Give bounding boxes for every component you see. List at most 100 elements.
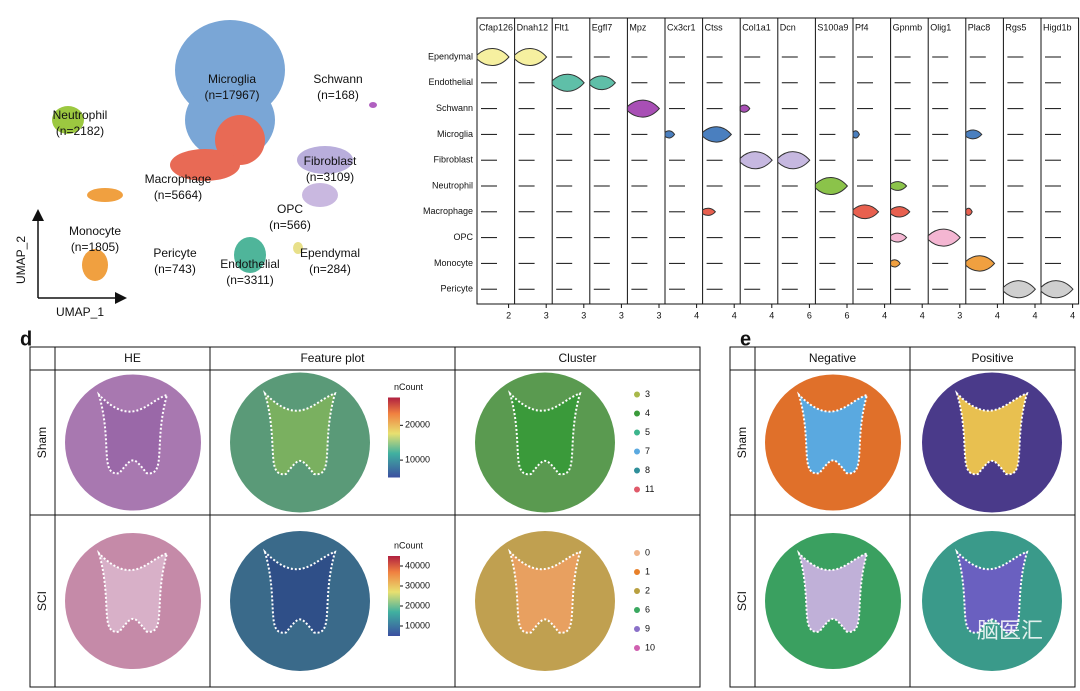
- tick-label: 6: [807, 310, 812, 320]
- violin: [589, 75, 617, 91]
- row-title: Sham: [35, 427, 49, 458]
- tick-label: 4: [1070, 310, 1075, 320]
- cluster-name: Pericyte: [153, 246, 197, 260]
- legend-dot: [634, 626, 640, 632]
- tick-label: 3: [656, 310, 661, 320]
- gene-label: Flt1: [554, 22, 569, 32]
- legend-label: 8: [645, 465, 650, 475]
- tick-label: 3: [581, 310, 586, 320]
- violin: [852, 204, 880, 220]
- gene-label: Gpnmb: [893, 22, 923, 32]
- tick-label: 4: [769, 310, 774, 320]
- tick-label: 40000: [405, 560, 430, 570]
- tick-label: 20000: [405, 600, 430, 610]
- tick-label: 4: [732, 310, 737, 320]
- tick-label: 4: [920, 310, 925, 320]
- row-title: Sham: [735, 427, 749, 458]
- legend-title: nCount: [394, 382, 424, 392]
- legend-dot: [634, 588, 640, 594]
- violin: [965, 207, 973, 216]
- cluster-count: (n=168): [317, 88, 359, 102]
- gene-label: Ctss: [705, 22, 724, 32]
- cell-type-label: Fibroblast: [433, 155, 473, 165]
- violin: [551, 73, 585, 92]
- cluster-count: (n=3311): [226, 273, 273, 287]
- cluster-name: Macrophage: [145, 172, 212, 186]
- gene-label: Dcn: [780, 22, 796, 32]
- violin: [927, 228, 961, 247]
- violin: [626, 99, 661, 118]
- cluster-name: Fibroblast: [304, 154, 357, 168]
- colorbar: [388, 397, 400, 478]
- gene-label: Pf4: [855, 22, 869, 32]
- violin: [890, 181, 908, 191]
- tissue-core: [507, 548, 582, 634]
- panel-letter: e: [740, 328, 751, 350]
- tick-label: 20000: [405, 420, 430, 430]
- tick-label: 4: [995, 310, 1000, 320]
- tissue-core: [262, 548, 337, 634]
- legend-dot: [634, 607, 640, 613]
- legend-dot: [634, 467, 640, 474]
- umap-x: UMAP_1: [56, 305, 104, 319]
- violin: [890, 232, 908, 243]
- cluster-count: (n=3109): [306, 170, 354, 184]
- gene-label: Cx3cr1: [667, 22, 696, 32]
- colorbar: [388, 556, 400, 636]
- legend-label: 11: [645, 484, 654, 494]
- cell-type-label: Endothelial: [428, 77, 473, 87]
- row-title: SCI: [35, 591, 49, 611]
- tick-label: 10000: [405, 620, 430, 630]
- panel-frame: [29, 346, 701, 688]
- cell-type-label: Neutrophil: [432, 180, 473, 190]
- cluster-count: (n=2182): [56, 124, 104, 138]
- cluster-name: Microglia: [208, 72, 256, 86]
- violin: [814, 177, 849, 195]
- umap-y: UMAP_2: [14, 236, 28, 284]
- violin: [965, 255, 996, 272]
- legend-title: nCount: [394, 540, 424, 550]
- legend-label: 1: [645, 566, 650, 576]
- tissue-core: [954, 390, 1029, 476]
- violin: [965, 129, 983, 140]
- tick-label: 4: [1032, 310, 1037, 320]
- column-title: HE: [124, 351, 141, 365]
- legend-dot: [634, 550, 640, 556]
- cluster-name: OPC: [277, 202, 303, 216]
- tick-label: 3: [957, 310, 962, 320]
- gene-label: Dnah12: [517, 22, 549, 32]
- legend-label: 10: [645, 642, 655, 652]
- panel-frame: [729, 346, 1076, 688]
- legend-dot: [634, 410, 640, 417]
- tick-label: 2: [506, 310, 511, 320]
- cell-type-label: Ependymal: [428, 51, 473, 61]
- violin: [1002, 280, 1037, 299]
- gene-label: Egfl7: [592, 22, 613, 32]
- tick-label: 10000: [405, 454, 430, 464]
- legend-dot: [634, 448, 640, 455]
- violin: [852, 130, 860, 139]
- legend-label: 5: [645, 427, 650, 437]
- legend-dot: [634, 645, 640, 651]
- legend-label: 6: [645, 604, 650, 614]
- watermark: 脑医汇: [977, 618, 1043, 643]
- column-title: Feature plot: [300, 351, 365, 365]
- cluster-count: (n=743): [154, 262, 196, 276]
- tissue-core: [954, 548, 1029, 634]
- column-title: Positive: [971, 351, 1013, 365]
- legend-dot: [634, 569, 640, 575]
- tick-label: 6: [844, 310, 849, 320]
- gene-label: Rgs5: [1005, 22, 1026, 32]
- tick-label: 3: [619, 310, 624, 320]
- cluster-name: Neutrophil: [53, 108, 108, 122]
- cell-type-label: Microglia: [437, 129, 473, 139]
- gene-label: Col1a1: [742, 22, 771, 32]
- violin: [514, 48, 548, 66]
- cell-type-label: OPC: [453, 232, 473, 242]
- violin: [664, 130, 676, 139]
- violin: [1040, 280, 1074, 299]
- panel-letter: d: [20, 328, 32, 350]
- column-title: Negative: [809, 351, 857, 365]
- cluster-name: Monocyte: [69, 224, 121, 238]
